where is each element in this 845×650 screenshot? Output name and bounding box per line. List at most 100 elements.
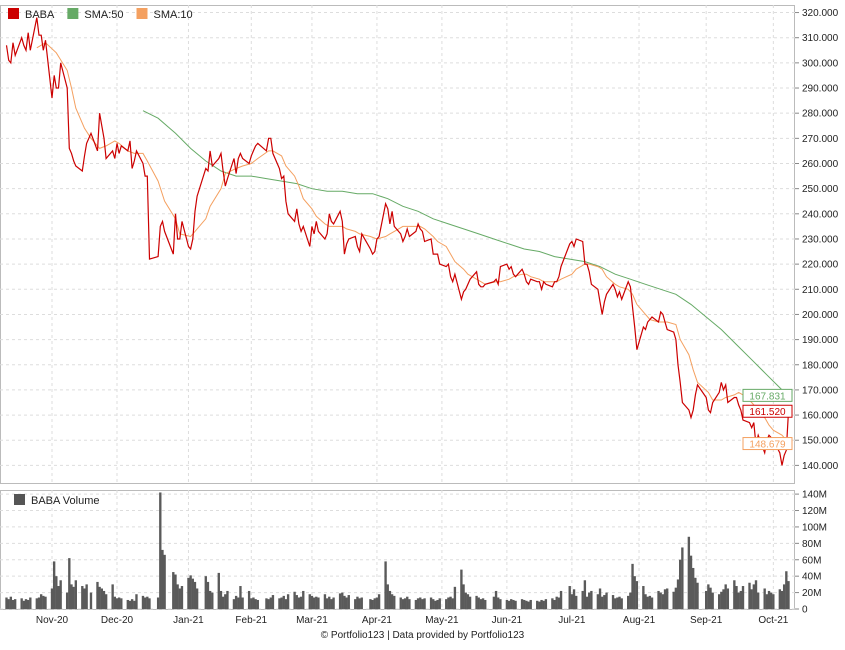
volume-bar xyxy=(44,596,47,609)
volume-bar xyxy=(343,595,346,609)
volume-bar xyxy=(523,599,526,609)
volume-bar xyxy=(765,594,769,609)
volume-bar xyxy=(211,592,214,609)
volume-tick-label: 20M xyxy=(802,588,821,599)
volume-bar xyxy=(371,599,374,609)
volume-bar xyxy=(252,597,255,609)
volume-bar xyxy=(644,594,647,609)
volume-bar xyxy=(159,492,162,609)
volume-bar xyxy=(648,595,652,609)
volume-bar xyxy=(614,598,617,609)
volume-bar xyxy=(650,597,654,609)
volume-bar xyxy=(325,598,329,609)
volume-bar xyxy=(538,601,541,609)
volume-bar xyxy=(156,597,160,609)
volume-bar xyxy=(748,582,751,609)
volume-bar xyxy=(217,572,220,609)
x-tick-label: Feb-21 xyxy=(235,615,267,626)
volume-bar xyxy=(499,599,502,609)
volume-bar xyxy=(24,599,28,609)
volume-bar xyxy=(234,595,238,609)
volume-bar xyxy=(583,580,587,609)
volume-bar xyxy=(26,599,30,609)
volume-bar xyxy=(494,590,498,609)
volume-bar xyxy=(739,590,743,609)
legend-label: BABA Volume xyxy=(31,495,100,507)
volume-tick-label: 0 xyxy=(802,605,808,616)
volume-bar xyxy=(332,597,335,609)
volume-bar xyxy=(161,549,164,609)
volume-bar xyxy=(724,584,727,609)
volume-bar xyxy=(551,598,554,609)
last-value-box xyxy=(742,437,793,451)
volume-bar xyxy=(278,598,281,609)
volume-bar xyxy=(707,584,710,609)
volume-bar xyxy=(722,589,725,609)
volume-bar xyxy=(104,594,108,609)
series-line-sma-10 xyxy=(36,42,789,444)
volume-bar xyxy=(711,592,714,609)
volume-bar xyxy=(603,595,606,609)
volume-bar xyxy=(631,563,634,609)
volume-bar xyxy=(247,590,251,609)
volume-bar xyxy=(401,599,405,609)
volume-bar xyxy=(237,597,240,609)
volume-bar xyxy=(195,588,199,609)
volume-bar xyxy=(438,598,441,609)
volume-bar xyxy=(572,589,576,609)
volume-bar xyxy=(416,598,420,609)
legend-label: SMA:50 xyxy=(84,9,123,21)
volume-bar xyxy=(451,598,454,609)
volume-bar xyxy=(11,599,15,609)
x-tick-label: Sep-21 xyxy=(690,615,723,626)
volume-bar xyxy=(618,596,621,609)
volume-bar xyxy=(271,595,275,609)
volume-bar xyxy=(52,561,56,609)
volume-bar xyxy=(445,599,448,609)
volume-bar xyxy=(390,594,394,609)
volume-bar xyxy=(375,597,379,609)
volume-bar xyxy=(453,586,457,609)
volume-bar xyxy=(286,594,290,609)
last-value-box xyxy=(742,404,793,418)
price-tick-label: 190.000 xyxy=(802,335,839,346)
volume-bar xyxy=(388,590,392,609)
volume-bar xyxy=(616,597,619,609)
volume-bar xyxy=(694,577,697,609)
volume-bar xyxy=(22,600,26,609)
volume-bar xyxy=(341,592,344,609)
volume-bar xyxy=(484,599,487,609)
price-tick-label: 210.000 xyxy=(802,285,839,296)
volume-bar xyxy=(57,586,60,609)
volume-bar xyxy=(605,592,608,609)
price-tick-label: 270.000 xyxy=(802,134,839,145)
volume-bar xyxy=(59,580,62,609)
volume-bar xyxy=(733,580,736,609)
volume-bar xyxy=(172,572,175,609)
volume-bar xyxy=(633,576,636,609)
volume-bar xyxy=(414,599,418,609)
price-tick-label: 150.000 xyxy=(802,436,839,447)
volume-bar xyxy=(726,588,730,609)
volume-bar xyxy=(763,588,766,609)
volume-bar xyxy=(70,584,73,609)
volume-bar xyxy=(297,597,301,609)
volume-bar xyxy=(256,599,259,609)
volume-bar xyxy=(752,584,756,609)
volume-bar xyxy=(35,598,39,609)
volume-bar xyxy=(267,599,270,609)
volume-bar xyxy=(568,586,571,609)
volume-bar xyxy=(369,599,372,609)
volume-bar xyxy=(384,561,387,609)
volume-bar xyxy=(232,599,236,609)
volume-bar xyxy=(5,597,8,609)
volume-bar xyxy=(778,589,782,609)
volume-bar xyxy=(347,595,350,609)
volume-bar xyxy=(460,569,463,609)
volume-bar xyxy=(98,586,101,609)
volume-bar xyxy=(239,586,242,609)
volume-bar xyxy=(308,594,311,609)
volume-bar xyxy=(241,597,244,609)
price-tick-label: 290.000 xyxy=(802,84,839,95)
volume-bar xyxy=(780,590,784,609)
